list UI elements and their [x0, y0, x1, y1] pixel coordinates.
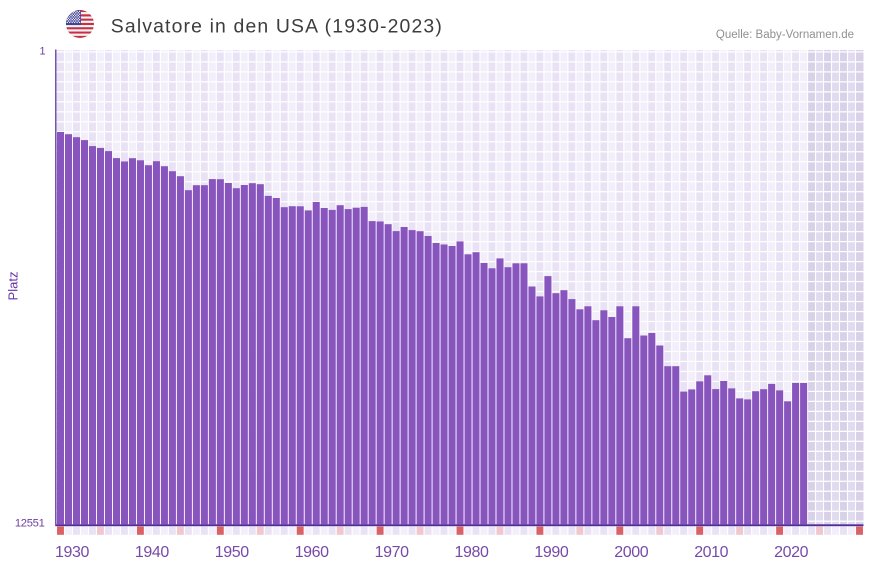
svg-text:1940: 1940	[135, 544, 169, 561]
svg-text:1950: 1950	[215, 544, 249, 561]
svg-text:Platz: Platz	[6, 272, 21, 301]
svg-text:12551: 12551	[15, 518, 45, 530]
svg-text:1970: 1970	[375, 544, 409, 561]
svg-text:Salvatore in den USA (1930-202: Salvatore in den USA (1930-2023)	[111, 16, 443, 38]
svg-text:2020: 2020	[774, 544, 808, 561]
svg-text:2000: 2000	[614, 544, 648, 561]
svg-text:1960: 1960	[295, 544, 329, 561]
svg-text:1: 1	[39, 45, 45, 57]
svg-text:1980: 1980	[455, 544, 489, 561]
svg-text:2010: 2010	[694, 544, 728, 561]
svg-text:1930: 1930	[55, 544, 89, 561]
svg-text:1990: 1990	[534, 544, 568, 561]
svg-text:Quelle: Baby-Vornamen.de: Quelle: Baby-Vornamen.de	[716, 29, 854, 41]
